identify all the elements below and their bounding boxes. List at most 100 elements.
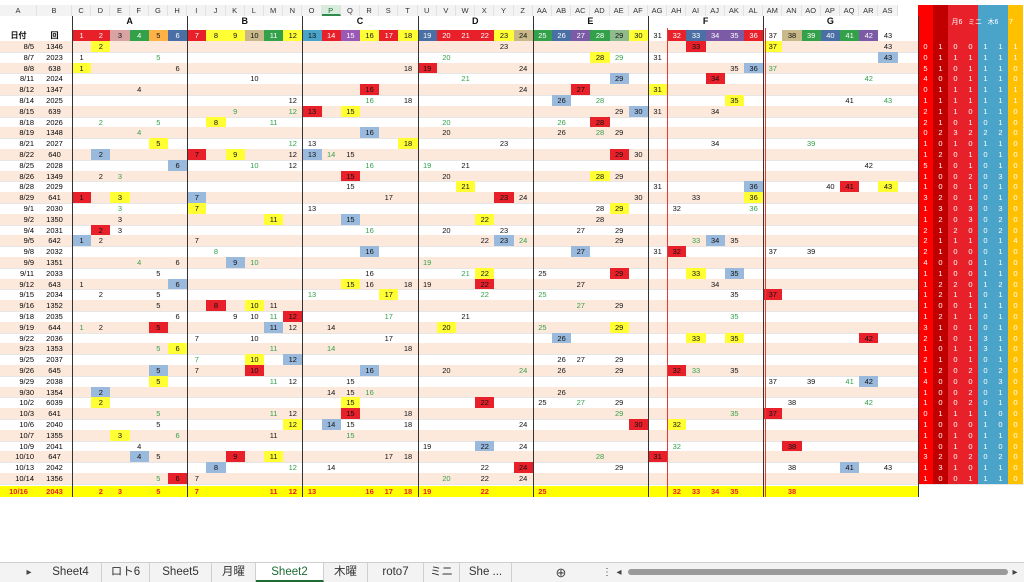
stat-cell[interactable]: 0 [948, 375, 963, 387]
stat-cell[interactable]: 1 [978, 473, 993, 484]
stat-cell[interactable]: 0 [1008, 408, 1023, 420]
number-cell[interactable]: 35 [730, 236, 739, 246]
number-cell[interactable]: 33 [686, 267, 706, 279]
number-cell[interactable]: 35 [730, 63, 739, 73]
stat-cell[interactable]: 2 [918, 116, 933, 128]
number-cell[interactable]: 43 [878, 181, 898, 193]
stat-cell[interactable]: 1 [918, 95, 933, 106]
number-cell[interactable]: 12 [288, 463, 297, 473]
stat-cell[interactable]: 1 [993, 429, 1008, 441]
number-cell[interactable]: 18 [398, 138, 418, 150]
stat-cell[interactable]: 2 [993, 278, 1008, 290]
latest-number-cell[interactable]: 3 [117, 486, 123, 496]
stat-cell[interactable]: 0 [978, 321, 993, 333]
number-cell[interactable]: 38 [782, 440, 802, 452]
round-cell[interactable]: 2029 [46, 182, 63, 192]
stat-cell[interactable]: 1 [918, 289, 933, 301]
round-cell[interactable]: 638 [48, 63, 61, 73]
number-cell[interactable]: 15 [346, 387, 355, 397]
number-cell[interactable]: 43 [883, 463, 893, 473]
number-cell[interactable]: 31 [653, 247, 662, 257]
stat-cell[interactable]: 0 [948, 473, 963, 484]
number-cell[interactable]: 16 [365, 96, 374, 105]
stat-cell[interactable]: 0 [933, 386, 948, 398]
column-header-ak[interactable]: AK [724, 5, 744, 16]
number-cell[interactable]: 6 [175, 312, 180, 321]
column-header-o[interactable]: O [302, 5, 322, 16]
latest-number-cell[interactable]: 32 [672, 486, 681, 496]
stat-cell[interactable]: 3 [948, 127, 963, 139]
number-cell[interactable]: 7 [187, 192, 207, 204]
stat-cell[interactable]: 0 [1008, 192, 1023, 204]
number-cell[interactable]: 17 [384, 193, 393, 203]
number-cell[interactable]: 35 [724, 332, 744, 344]
round-cell[interactable]: 1351 [46, 258, 63, 267]
number-cell[interactable]: 36 [749, 204, 758, 213]
number-cell[interactable]: 42 [859, 332, 879, 344]
number-cell[interactable]: 3 [117, 214, 123, 224]
number-cell[interactable]: 11 [269, 344, 278, 354]
number-cell[interactable]: 32 [667, 365, 687, 376]
round-cell[interactable]: 2028 [46, 160, 63, 170]
number-cell[interactable]: 20 [442, 52, 451, 62]
stat-cell[interactable]: 1 [948, 462, 963, 474]
date-cell[interactable]: 9/22 [19, 333, 34, 343]
date-cell[interactable]: 8/15 [19, 106, 34, 116]
column-header-m[interactable]: M [264, 5, 284, 16]
column-header-i[interactable]: I [187, 5, 207, 16]
number-cell[interactable]: 40 [826, 182, 835, 192]
number-cell[interactable]: 11 [264, 213, 284, 225]
stat-cell[interactable]: 0 [1008, 62, 1023, 74]
date-cell[interactable]: 8/29 [19, 193, 34, 203]
stat-cell[interactable]: 1 [933, 105, 948, 117]
date-cell[interactable]: 9/18 [19, 312, 34, 321]
stat-cell[interactable]: 3 [978, 332, 993, 344]
stat-cell[interactable]: 0 [1008, 462, 1023, 474]
stat-cell[interactable]: 0 [933, 181, 948, 193]
number-cell[interactable]: 18 [403, 409, 413, 419]
number-cell[interactable]: 35 [724, 95, 744, 106]
number-cell[interactable]: 22 [475, 397, 495, 409]
number-cell[interactable]: 24 [519, 236, 528, 246]
number-cell[interactable]: 21 [456, 181, 476, 193]
sheet-tab[interactable]: ロト6 [102, 563, 150, 582]
number-cell[interactable]: 22 [480, 463, 489, 473]
stat-cell[interactable]: 1 [918, 138, 933, 150]
number-cell[interactable]: 21 [461, 160, 470, 170]
stat-cell[interactable]: 1 [948, 138, 963, 150]
column-header-ab[interactable]: AB [552, 5, 572, 16]
number-cell[interactable]: 27 [576, 355, 585, 365]
number-cell[interactable]: 16 [365, 279, 374, 289]
stat-cell[interactable]: 5 [918, 62, 933, 74]
number-cell[interactable]: 12 [288, 376, 297, 386]
stat-cell[interactable]: 0 [948, 419, 963, 430]
stat-cell[interactable]: 0 [948, 159, 963, 171]
number-cell[interactable]: 23 [494, 235, 514, 247]
stat-cell[interactable]: 4 [1008, 235, 1023, 247]
stat-cell[interactable]: 0 [948, 116, 963, 128]
number-cell[interactable]: 34 [711, 106, 720, 116]
number-cell[interactable]: 9 [225, 149, 245, 160]
stat-cell[interactable]: 0 [978, 170, 993, 182]
number-cell[interactable]: 29 [615, 225, 624, 235]
stat-cell[interactable]: 1 [933, 235, 948, 247]
number-cell[interactable]: 29 [615, 236, 624, 246]
number-cell[interactable]: 11 [264, 451, 284, 463]
stat-cell[interactable]: 1 [963, 408, 978, 420]
number-cell[interactable]: 26 [557, 387, 566, 397]
stat-cell[interactable]: 0 [948, 300, 963, 312]
number-cell[interactable]: 12 [288, 150, 297, 159]
number-cell[interactable]: 21 [461, 312, 470, 321]
number-cell[interactable]: 29 [615, 366, 624, 375]
stat-cell[interactable]: 1 [993, 343, 1008, 355]
latest-number-cell[interactable]: 38 [787, 486, 797, 496]
stat-cell[interactable]: 0 [918, 51, 933, 63]
stat-cell[interactable]: 0 [1008, 257, 1023, 268]
column-header-e[interactable]: E [110, 5, 130, 16]
round-cell[interactable]: 2031 [46, 225, 63, 235]
number-cell[interactable]: 5 [156, 301, 161, 311]
number-cell[interactable]: 37 [768, 63, 777, 73]
latest-number-cell[interactable]: 13 [307, 486, 317, 496]
stat-cell[interactable]: 1 [993, 386, 1008, 398]
number-cell[interactable]: 2 [91, 41, 111, 52]
